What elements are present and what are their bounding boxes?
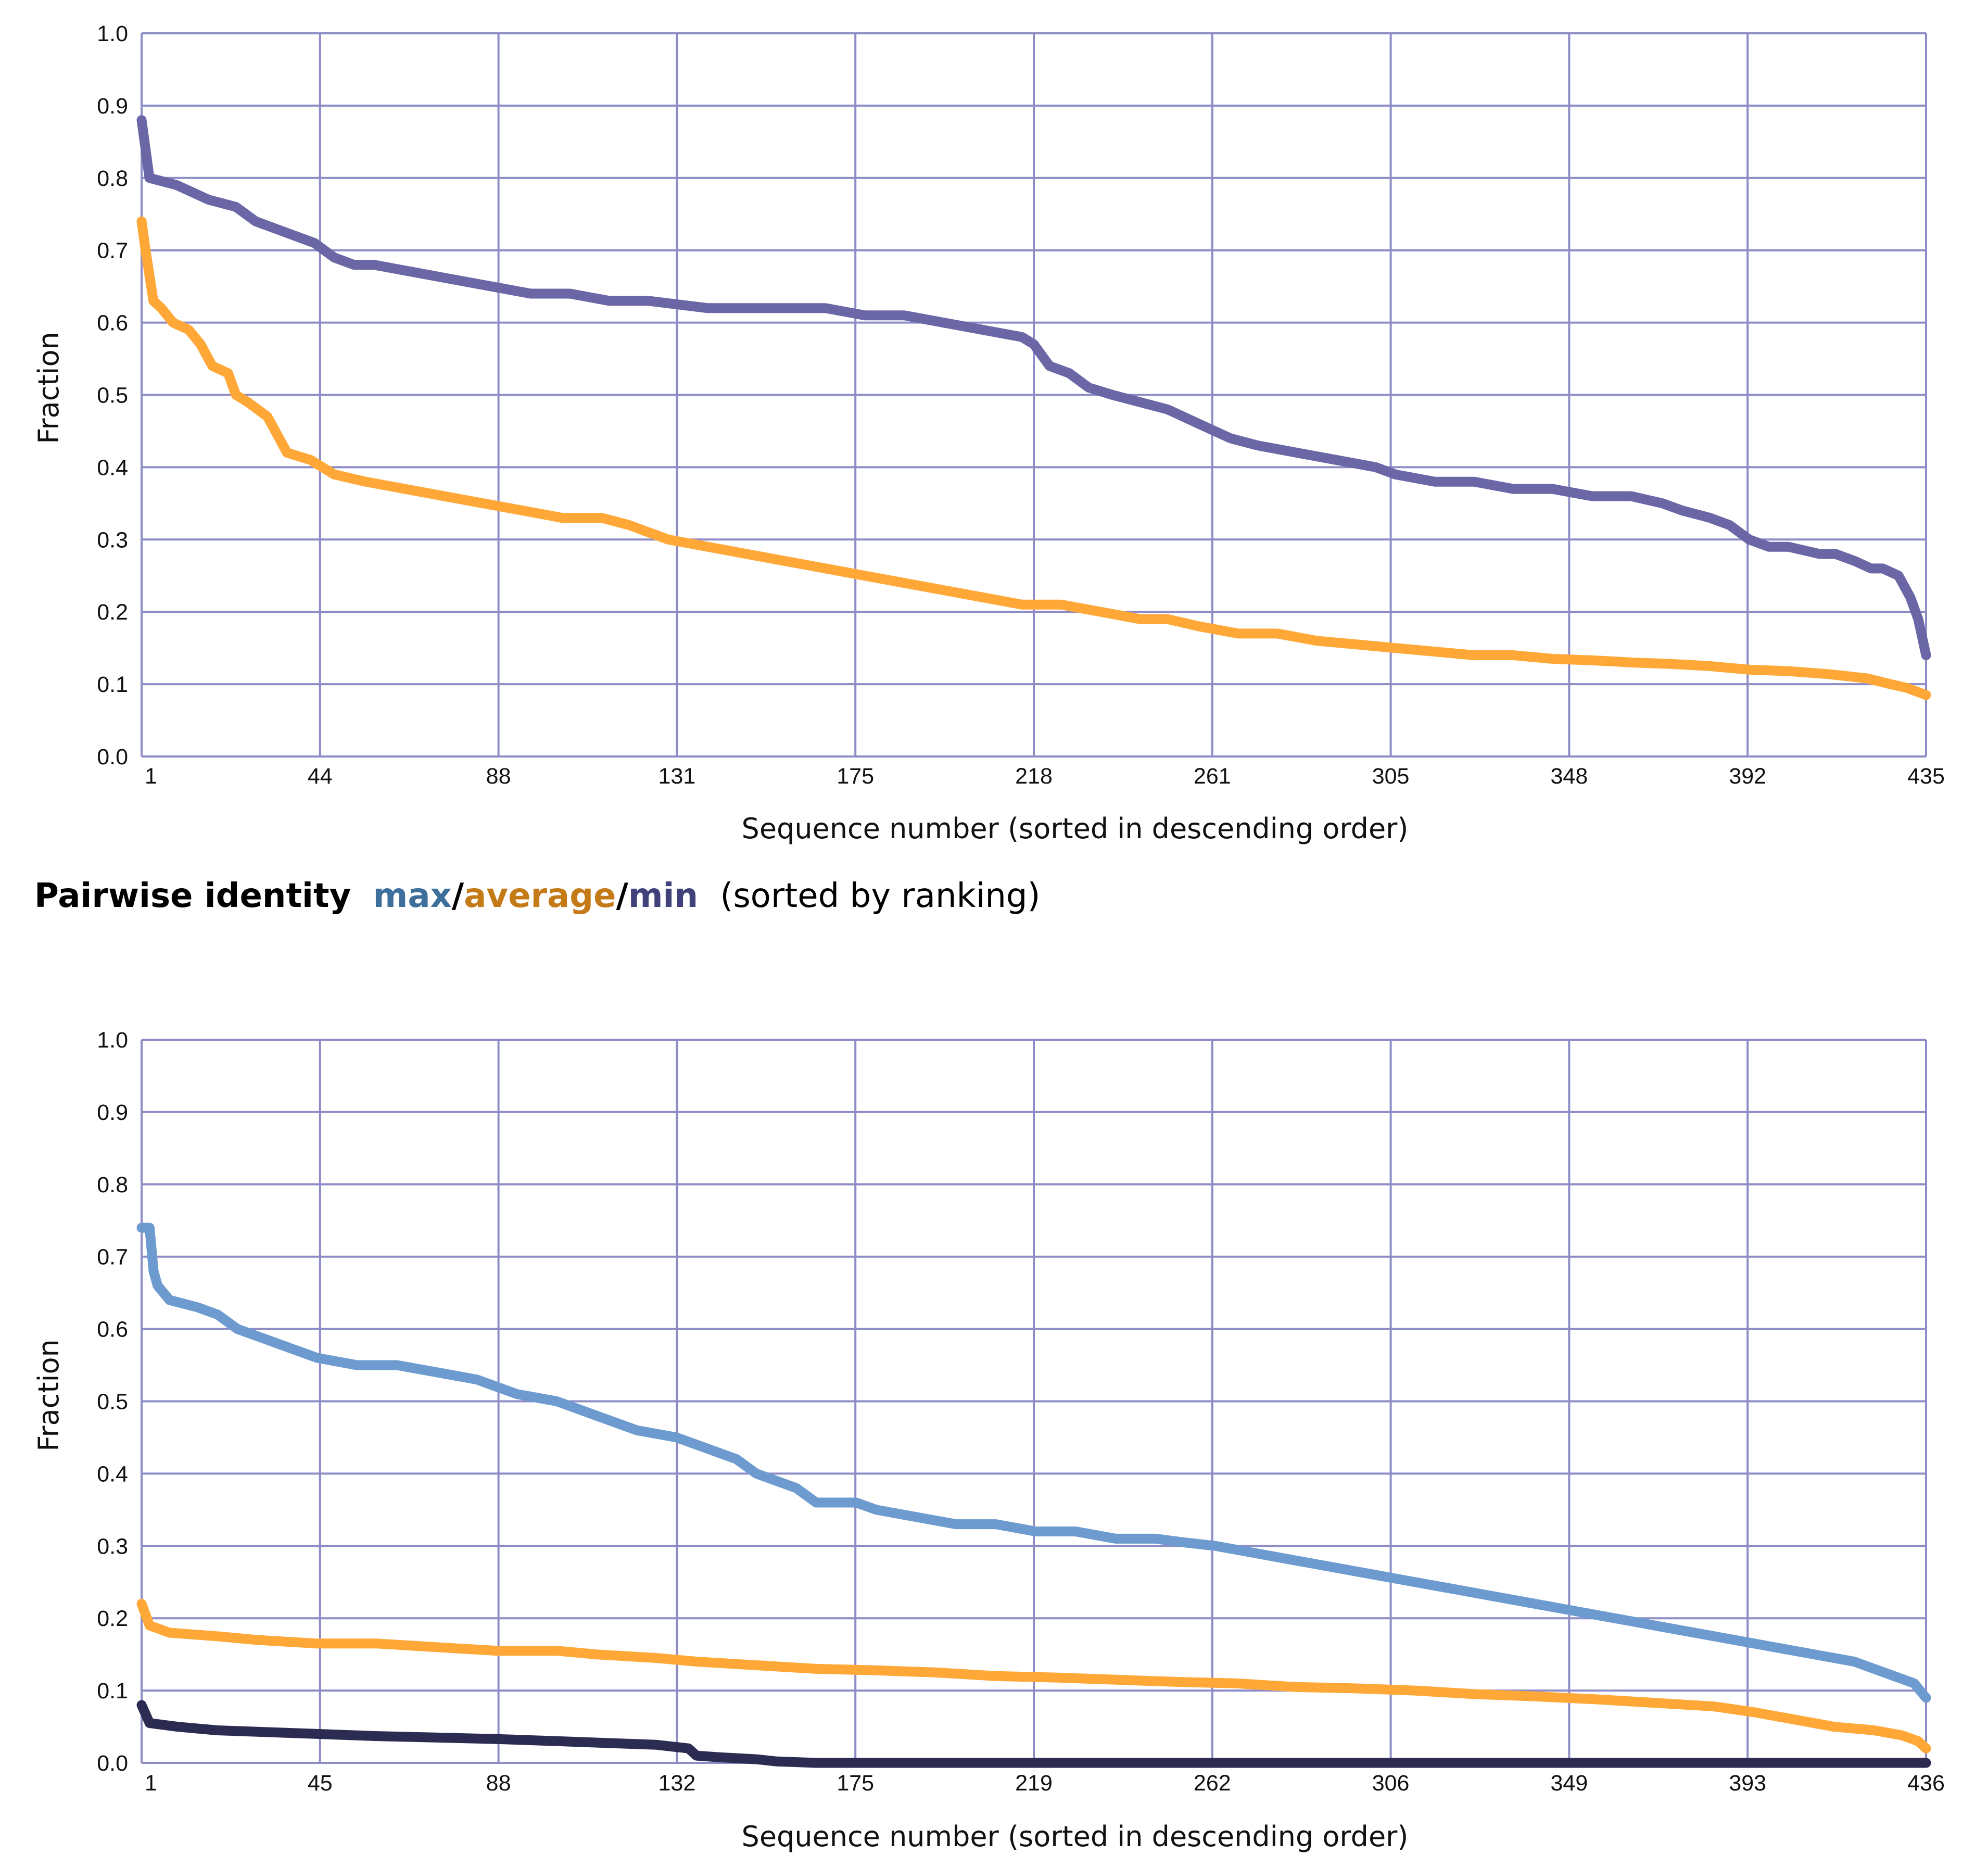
- x-tick-label: 1: [145, 764, 157, 789]
- x-tick-label: 219: [1015, 1771, 1053, 1796]
- x-tick-label: 392: [1729, 764, 1766, 789]
- y-axis-label: Fraction: [32, 332, 65, 444]
- x-tick-label: 132: [659, 1771, 696, 1796]
- y-tick-label: 0.0: [97, 745, 128, 769]
- x-tick-label: 305: [1372, 764, 1410, 789]
- x-tick-label: 348: [1551, 764, 1588, 789]
- x-tick-label: 88: [486, 1771, 511, 1796]
- x-tick-label: 131: [659, 764, 696, 789]
- y-tick-label: 0.5: [97, 383, 128, 408]
- x-tick-label: 306: [1372, 1771, 1410, 1796]
- x-axis-label: Sequence number (sorted in descending or…: [742, 1820, 1409, 1853]
- y-tick-label: 0.3: [97, 1534, 128, 1559]
- y-tick-label: 0.7: [97, 238, 128, 263]
- series-line-min: [136, 1700, 1931, 1768]
- chart-series: [136, 115, 1931, 700]
- x-tick-label: 88: [486, 764, 511, 789]
- x-tick-label: 45: [308, 1771, 333, 1796]
- y-axis-label: Fraction: [32, 1339, 65, 1452]
- y-tick-label: 0.0: [97, 1751, 128, 1776]
- heading-bold: Pairwise identity: [34, 877, 351, 915]
- y-tick-label: 0.4: [97, 455, 128, 480]
- y-tick-label: 0.2: [97, 600, 128, 625]
- y-tick-label: 0.2: [97, 1606, 128, 1631]
- y-tick-label: 0.5: [97, 1390, 128, 1415]
- y-tick-label: 1.0: [97, 1028, 128, 1053]
- x-axis-label: Sequence number (sorted in descending or…: [742, 812, 1409, 845]
- heading-average: average: [464, 877, 616, 915]
- x-tick-label: 436: [1907, 1771, 1945, 1796]
- y-tick-label: 0.9: [97, 1100, 128, 1125]
- chart-identity-ranking: 0.00.10.20.30.40.50.60.70.80.91.0 1 44 88 1…: [32, 21, 1945, 845]
- heading-suffix: (sorted by ranking): [720, 877, 1040, 915]
- y-tick-label: 0.6: [97, 1317, 128, 1342]
- heading-max: max: [373, 877, 452, 915]
- section-heading: Pairwise identity max/average/min (sorte…: [34, 877, 1041, 915]
- x-tick-label: 261: [1194, 764, 1231, 789]
- heading-sep-1: /: [452, 877, 464, 915]
- y-axis-ticks: 0.0 0.1 0.2 0.3 0.4 0.5 0.6 0.7 0.8 0.9 1.0: [97, 21, 128, 769]
- x-tick-label: 44: [308, 764, 333, 789]
- series-line-upper: [136, 115, 1931, 660]
- y-tick-label: 0.7: [97, 1245, 128, 1270]
- y-tick-label: 0.1: [97, 672, 128, 697]
- series-line-lower: [136, 216, 1931, 700]
- y-tick-label: 0.1: [97, 1679, 128, 1704]
- x-axis-ticks: 1 44 88 131 175 218 261 305 348 392 435: [145, 764, 1945, 789]
- y-axis-ticks: 0.0 0.1 0.2 0.3 0.4 0.5 0.6 0.7 0.8 0.9 1.0: [97, 1028, 128, 1776]
- x-tick-label: 393: [1729, 1771, 1766, 1796]
- y-tick-label: 0.8: [97, 166, 128, 191]
- x-tick-label: 175: [837, 1771, 874, 1796]
- x-tick-label: 1: [145, 1771, 157, 1796]
- y-tick-label: 0.8: [97, 1172, 128, 1197]
- x-tick-label: 175: [837, 764, 874, 789]
- chart-series: [136, 1222, 1931, 1768]
- x-axis-ticks: 1 45 88 132 175 219 262 306 349 393 436: [145, 1771, 1945, 1796]
- series-line-max: [136, 1222, 1931, 1703]
- x-tick-label: 435: [1907, 764, 1945, 789]
- x-tick-label: 262: [1194, 1771, 1231, 1796]
- y-tick-label: 0.3: [97, 527, 128, 552]
- series-line-average: [136, 1598, 1931, 1754]
- y-tick-label: 0.6: [97, 311, 128, 336]
- x-tick-label: 349: [1551, 1771, 1588, 1796]
- chart-pairwise-identity: 0.00.10.20.30.40.50.60.70.80.91.0 1 45 88 1…: [32, 1028, 1945, 1853]
- y-tick-label: 0.9: [97, 94, 128, 119]
- y-tick-label: 0.4: [97, 1461, 128, 1486]
- x-tick-label: 218: [1015, 764, 1053, 789]
- heading-sep-2: /: [616, 877, 628, 915]
- heading-min: min: [628, 877, 698, 915]
- y-tick-label: 1.0: [97, 21, 128, 46]
